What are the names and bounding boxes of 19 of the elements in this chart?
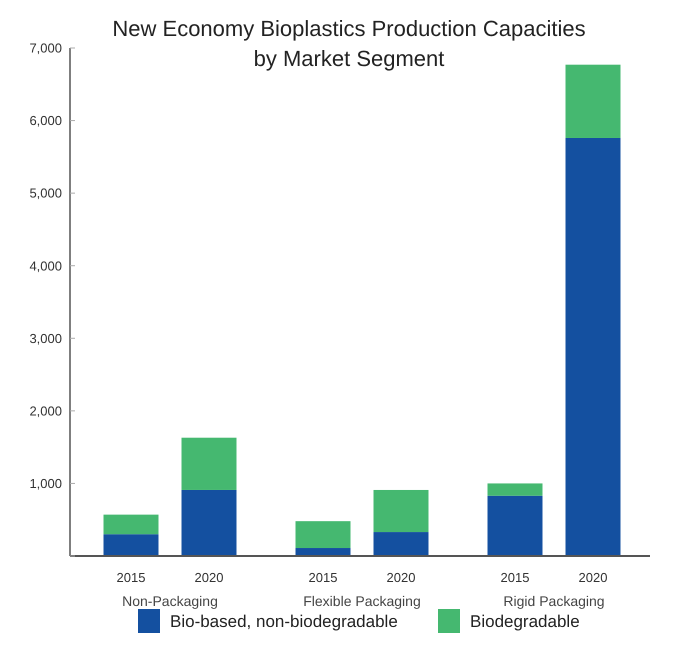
y-tick-label: 2,000	[29, 403, 62, 418]
chart-title: New Economy Bioplastics Production Capacities by Market Segment	[112, 16, 586, 71]
y-tick-label: 3,000	[29, 330, 62, 346]
y-tick-label: 1,000	[29, 476, 62, 491]
x-tick-label: 2020	[386, 570, 416, 585]
y-tick-label: 7,000	[29, 40, 62, 56]
x-tick-label: 2015	[500, 570, 530, 585]
legend-label: Bio-based, non-biodegradable	[170, 612, 398, 631]
y-tick-label: 4,000	[29, 258, 62, 274]
y-tick-label: 6,000	[29, 113, 62, 128]
x-tick-label: 2015	[116, 570, 146, 585]
legend-label: Biodegradable	[470, 612, 580, 631]
x-tick-label: 2015	[308, 570, 338, 585]
text: Flexible Packaging	[303, 593, 421, 609]
text: Non-Packaging	[122, 593, 218, 609]
x-tick-label: 2020	[194, 570, 224, 585]
x-tick-label: 2020	[578, 570, 608, 585]
y-tick-label: 5,000	[29, 186, 62, 201]
text: Rigid Packaging	[503, 593, 605, 609]
